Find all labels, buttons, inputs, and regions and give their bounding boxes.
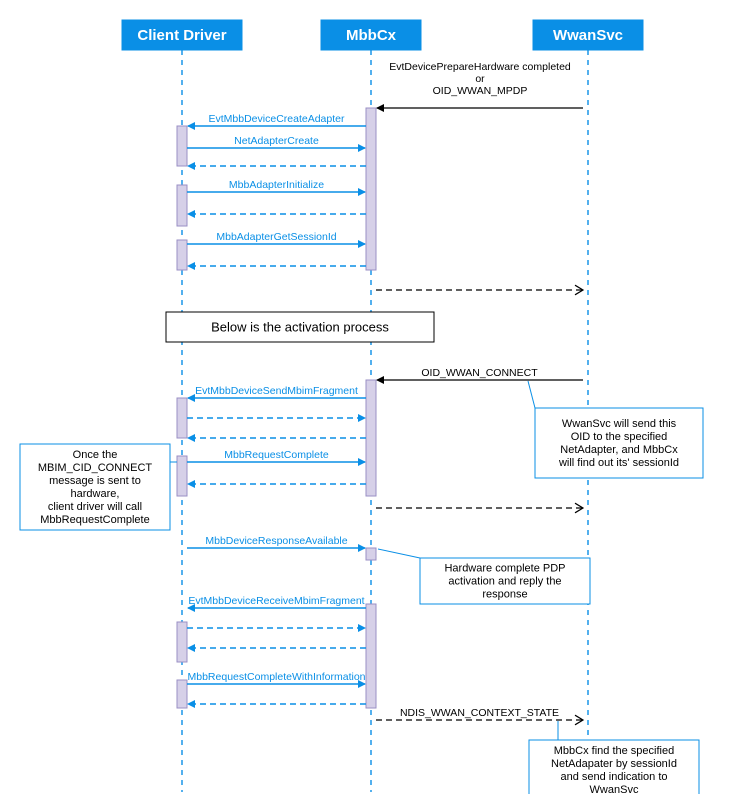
message-label: EvtMbbDeviceSendMbimFragment: [195, 385, 358, 397]
activation-mbbcx: [366, 108, 376, 270]
activation-client: [177, 456, 187, 496]
message-label: MbbAdapterGetSessionId: [216, 231, 336, 243]
lifeline-label-mbbcx: MbbCx: [346, 27, 397, 44]
message-label: MbbRequestCompleteWithInformation: [188, 671, 366, 683]
activation-mbbcx: [366, 548, 376, 560]
note-leader: [528, 381, 535, 408]
activation-mbbcx: [366, 380, 376, 496]
activation-process-label: Below is the activation process: [211, 319, 389, 334]
note-leader: [378, 549, 420, 558]
message-label: OID_WWAN_CONNECT: [421, 367, 538, 379]
activation-mbbcx: [366, 604, 376, 708]
message-label: NDIS_WWAN_CONTEXT_STATE: [400, 707, 559, 719]
message-label: MbbRequestComplete: [224, 449, 329, 461]
activation-client: [177, 240, 187, 270]
note-text-1: WwanSvc will send thisOID to the specifi…: [558, 418, 679, 469]
activation-client: [177, 398, 187, 438]
lifeline-label-wwan: WwanSvc: [553, 27, 623, 44]
lifeline-label-client: Client Driver: [137, 27, 226, 44]
activation-client: [177, 185, 187, 226]
activation-client: [177, 680, 187, 708]
top-note: EvtDevicePrepareHardware completedorOID_…: [389, 61, 571, 97]
sequence-diagram: Client Driver MbbCx WwanSvc EvtDevicePrepar…: [0, 0, 736, 794]
message-label: EvtMbbDeviceReceiveMbimFragment: [188, 595, 364, 607]
message-label: EvtMbbDeviceCreateAdapter: [209, 113, 345, 125]
message-label: MbbDeviceResponseAvailable: [205, 535, 347, 547]
activation-client: [177, 622, 187, 662]
message-label: MbbAdapterInitialize: [229, 179, 324, 191]
message-label: NetAdapterCreate: [234, 135, 319, 147]
activation-client: [177, 126, 187, 166]
